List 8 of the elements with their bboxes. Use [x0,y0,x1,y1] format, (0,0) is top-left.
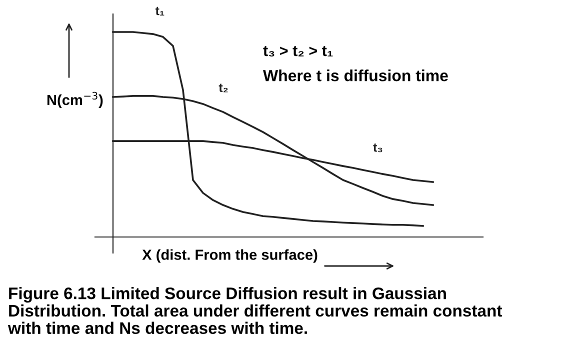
series-label: t₂ [218,84,228,92]
annotation: t₃ > t₂ > t₁ [263,46,333,57]
annotation: Where t is diffusion time [263,70,448,82]
caption: Figure 6.13 Limited Source Diffusion result in Gaussian Distribution. Total area under different curves remain constant with time and Ns decreases with time. [8,287,502,334]
series-label: t₁ [155,6,164,16]
y-axis-title: N(cm$^{−3}$) [47,92,103,108]
x-axis-title: X (dist. From the surface) [142,249,318,263]
series-label: t₃ [373,144,382,152]
